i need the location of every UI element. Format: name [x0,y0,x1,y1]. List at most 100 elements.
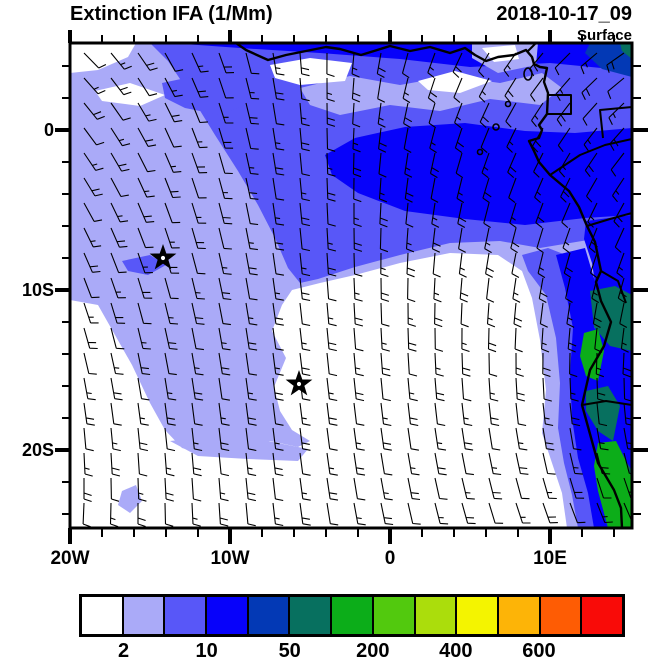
wind-barb [433,277,442,303]
wind-barb [110,402,122,426]
wind-barb [137,102,157,122]
wind-barb [596,502,613,524]
wind-barb [488,427,501,451]
wind-barb [458,227,466,253]
wind-barb [582,102,598,126]
wind-barb [558,152,571,178]
wind-barb [376,52,386,78]
wind-barb [110,277,126,299]
wind-barb [164,177,181,199]
wind-barb [569,452,583,475]
wind-barb [532,127,544,153]
plot-title: Extinction IFA (1/Mm) [70,3,273,25]
wind-barb [218,502,229,527]
wind-barb [218,52,235,74]
wind-barb [272,502,284,527]
wind-barb [461,377,472,402]
region-teal-ne-corner-20-50 [620,43,632,59]
wind-barb [110,127,131,147]
ytick-label-20s: 20S [21,440,54,460]
wind-barb [110,52,132,70]
wind-barb [82,502,91,528]
wind-barb [299,452,311,476]
axis-ticks [55,30,648,544]
wind-barb [542,352,551,378]
wind-barb [504,77,517,103]
wind-barbs [82,52,632,528]
wind-barb [326,402,338,426]
wind-barb [353,327,364,352]
wind-barb [218,127,234,149]
wind-barb [402,77,411,104]
wind-barb [353,352,364,377]
wind-barb [245,502,256,527]
wind-barb [245,152,259,175]
wind-barb [459,277,469,303]
wind-barb [299,327,311,352]
wind-barb [326,102,336,127]
wind-barb [191,102,208,124]
wind-barb [536,227,544,254]
wind-barb [245,177,259,200]
region-coastal-medium-strip [522,248,608,528]
wind-barb [137,477,147,502]
wind-barb [407,352,418,377]
wind-barb [83,478,92,503]
wind-barb [407,277,416,303]
wind-barb [434,452,447,476]
wind-barb [510,227,520,254]
wind-barb [272,402,284,426]
wind-barb [555,77,571,101]
wind-barb [83,327,98,350]
wind-barb [380,477,393,501]
wind-barb [191,52,209,73]
wind-barb [299,427,311,451]
country-border [581,400,632,406]
wind-barb [191,277,205,300]
wind-barb [218,277,232,301]
wind-barb [620,327,629,353]
wind-barb [589,252,598,279]
wind-barb [486,277,495,303]
wind-barb [83,102,105,120]
wind-barb [191,227,206,250]
wind-barb [326,352,338,377]
wind-barb [531,102,544,128]
wind-barb [191,302,205,325]
wind-barb [486,302,496,328]
wind-barb [461,477,475,500]
wind-barb [484,227,492,254]
wind-barb [191,202,207,224]
wind-barb [218,427,230,452]
wind-barb [380,402,392,427]
wind-barb [191,477,202,502]
wind-barb [379,227,389,253]
wind-barb [272,277,284,301]
colorbar-cell-5 [290,597,333,634]
wind-barb [434,427,447,451]
wind-barb [616,252,625,279]
wind-barb [299,52,310,77]
wind-barb [191,452,202,477]
wind-barb [542,377,552,402]
wind-barb [454,127,465,154]
wind-barb [83,402,95,426]
colorbar-cell-8 [415,597,458,634]
wind-barb [353,252,363,277]
wind-barb [164,402,176,426]
wind-barb [218,177,233,200]
colorbar-cell-12 [582,597,622,634]
wind-barb [164,352,177,376]
wind-barb [272,327,284,351]
wind-barb [569,352,578,378]
wind-barb [272,152,285,176]
wind-barb [569,402,581,427]
wind-barb [299,152,310,177]
colorbar-label-50: 50 [278,640,301,662]
wind-barb [587,202,598,228]
wind-barb [515,352,524,377]
wind-barb [191,427,203,452]
wind-barb [566,302,575,328]
wind-barb [542,477,557,500]
wind-barb [352,152,362,178]
